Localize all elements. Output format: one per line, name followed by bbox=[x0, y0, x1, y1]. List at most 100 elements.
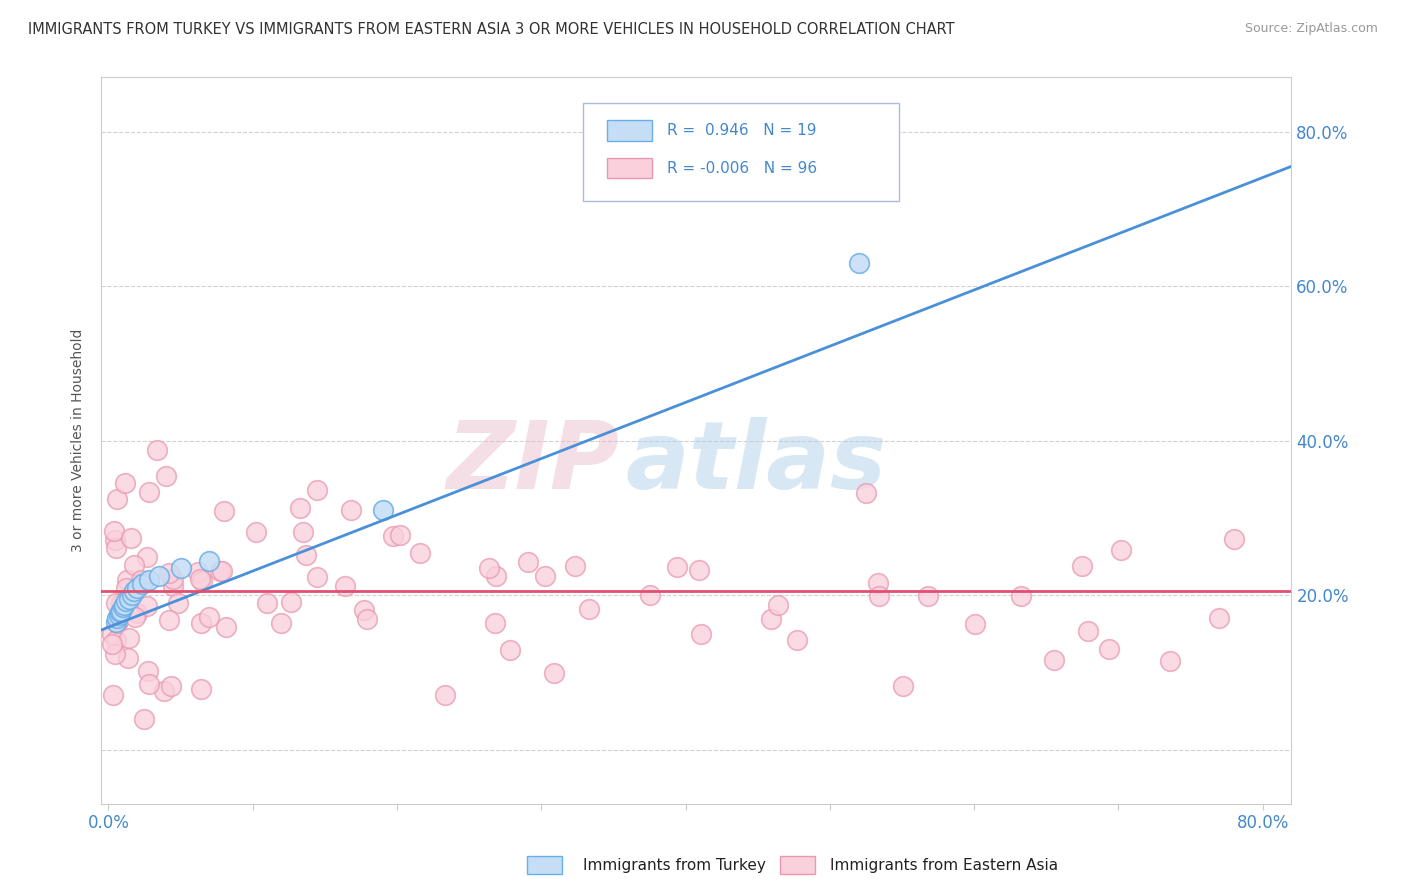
Point bbox=[917, 590, 939, 604]
Point bbox=[110, 596, 132, 610]
Point bbox=[340, 503, 363, 517]
Point bbox=[136, 550, 159, 565]
Bar bbox=[607, 120, 652, 141]
Point bbox=[153, 683, 176, 698]
Y-axis label: 3 or more Vehicles in Household: 3 or more Vehicles in Household bbox=[72, 329, 86, 552]
Point bbox=[1010, 589, 1032, 603]
Point bbox=[409, 546, 432, 560]
Point bbox=[868, 589, 890, 603]
Point bbox=[690, 627, 713, 641]
Point bbox=[105, 596, 128, 610]
Point bbox=[543, 665, 565, 680]
Point bbox=[127, 581, 149, 595]
Point bbox=[122, 558, 145, 572]
Point bbox=[124, 610, 146, 624]
Point bbox=[104, 615, 127, 630]
Point bbox=[101, 626, 124, 640]
Point bbox=[127, 606, 149, 620]
Point bbox=[290, 500, 312, 515]
Point bbox=[1208, 611, 1230, 625]
Point bbox=[129, 573, 152, 587]
Text: R = -0.006   N = 96: R = -0.006 N = 96 bbox=[666, 161, 817, 176]
Text: Source: ZipAtlas.com: Source: ZipAtlas.com bbox=[1244, 22, 1378, 36]
Point bbox=[117, 631, 139, 645]
Point bbox=[111, 599, 134, 614]
Point bbox=[198, 609, 221, 624]
Point bbox=[1109, 542, 1132, 557]
Point bbox=[138, 484, 160, 499]
Point bbox=[516, 555, 538, 569]
Point bbox=[534, 568, 557, 582]
Point bbox=[688, 563, 710, 577]
Point bbox=[1159, 654, 1181, 668]
Point bbox=[1070, 559, 1092, 574]
Point bbox=[162, 579, 184, 593]
Point bbox=[382, 529, 405, 543]
Point bbox=[105, 492, 128, 507]
Point bbox=[131, 576, 153, 591]
Point bbox=[169, 561, 191, 575]
Point bbox=[1077, 624, 1099, 638]
Point bbox=[1098, 642, 1121, 657]
Text: atlas: atlas bbox=[624, 417, 886, 508]
Point bbox=[478, 560, 501, 574]
Point bbox=[157, 566, 180, 581]
Point bbox=[215, 620, 238, 634]
Point bbox=[212, 503, 235, 517]
Point bbox=[484, 615, 506, 630]
Point bbox=[564, 559, 586, 574]
Point bbox=[166, 596, 188, 610]
Point bbox=[155, 469, 177, 483]
Point bbox=[132, 712, 155, 726]
Point bbox=[114, 476, 136, 491]
Point bbox=[485, 568, 508, 582]
Text: IMMIGRANTS FROM TURKEY VS IMMIGRANTS FROM EASTERN ASIA 3 OR MORE VEHICLES IN HOU: IMMIGRANTS FROM TURKEY VS IMMIGRANTS FRO… bbox=[28, 22, 955, 37]
Point bbox=[115, 573, 138, 587]
Point bbox=[115, 581, 138, 595]
Point bbox=[292, 525, 315, 540]
Point bbox=[103, 688, 125, 702]
Point bbox=[117, 592, 139, 607]
Point bbox=[138, 664, 160, 678]
Point bbox=[105, 611, 128, 625]
Point bbox=[786, 633, 808, 648]
Point bbox=[121, 532, 143, 546]
Point bbox=[188, 572, 211, 586]
Point bbox=[148, 569, 170, 583]
Text: R =  0.946   N = 19: R = 0.946 N = 19 bbox=[666, 123, 815, 138]
Point bbox=[270, 615, 292, 630]
Point bbox=[135, 599, 157, 613]
Point bbox=[353, 603, 375, 617]
Point bbox=[371, 503, 394, 517]
Point bbox=[766, 599, 789, 613]
Point bbox=[1222, 532, 1244, 546]
Point bbox=[114, 594, 136, 608]
Point bbox=[104, 647, 127, 661]
Point bbox=[868, 576, 890, 591]
Point bbox=[356, 612, 378, 626]
Point bbox=[855, 485, 877, 500]
Point bbox=[211, 564, 233, 578]
Point bbox=[280, 595, 302, 609]
Point bbox=[160, 679, 183, 693]
Point bbox=[101, 637, 124, 651]
Point bbox=[187, 565, 209, 579]
Point bbox=[190, 681, 212, 696]
Point bbox=[138, 677, 160, 691]
Point bbox=[209, 565, 232, 579]
Point bbox=[498, 642, 520, 657]
Point bbox=[333, 579, 356, 593]
Point bbox=[138, 573, 160, 587]
Point bbox=[117, 651, 139, 665]
Point bbox=[107, 607, 129, 622]
Point bbox=[103, 524, 125, 538]
Point bbox=[256, 596, 278, 610]
Text: ZIP: ZIP bbox=[446, 417, 619, 508]
Point bbox=[388, 527, 411, 541]
Point bbox=[433, 688, 456, 702]
Text: Immigrants from Turkey: Immigrants from Turkey bbox=[583, 858, 766, 872]
Point bbox=[105, 632, 128, 647]
Point bbox=[245, 524, 267, 539]
Point bbox=[305, 570, 328, 584]
Point bbox=[124, 584, 146, 599]
